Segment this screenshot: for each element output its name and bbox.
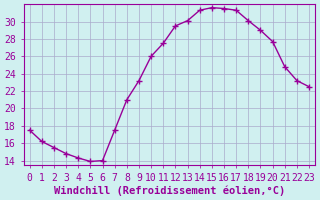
- X-axis label: Windchill (Refroidissement éolien,°C): Windchill (Refroidissement éolien,°C): [54, 185, 285, 196]
